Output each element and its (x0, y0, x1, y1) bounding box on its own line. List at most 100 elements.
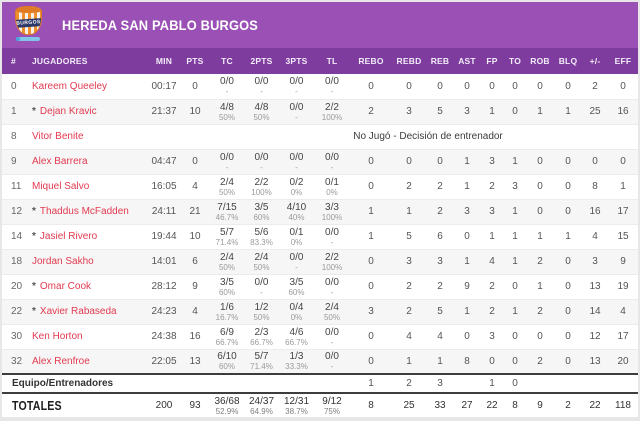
cell-pts: 10 (180, 99, 210, 125)
col-tl: TL (314, 48, 350, 74)
player-name-link[interactable]: Omar Cook (39, 281, 92, 292)
player-number: 12 (2, 199, 26, 225)
cell-rebo: 0 (350, 149, 392, 175)
cell-to: 0 (504, 349, 526, 375)
cell-pts: 0 (180, 149, 210, 175)
player-name-link[interactable]: Ken Horton (32, 331, 83, 342)
team-rob (526, 373, 554, 393)
player-name-link[interactable]: Alex Renfroe (32, 355, 90, 367)
player-name-cell: Alex Renfroe (26, 349, 148, 375)
cell-blq: 1 (554, 99, 582, 125)
summary-body: Equipo/Entrenadores 1 2 3 1 0 (2, 373, 638, 417)
totals-rob: 9 (526, 392, 554, 417)
player-name-link[interactable]: Dejan Kravic (39, 106, 97, 117)
cell-p2: 2/3 66.7% (244, 324, 279, 350)
cell-rebd: 0 (392, 149, 426, 175)
cell-eff: 15 (608, 224, 638, 250)
cell-ast: 9 (454, 274, 480, 300)
cell-pm: 25 (582, 99, 608, 125)
player-name-link[interactable]: Jordan Sakho (32, 256, 94, 267)
team-min (148, 373, 180, 393)
player-number: 1 (2, 99, 26, 125)
cell-reb: 1 (426, 349, 454, 375)
team-row-label: Equipo/Entrenadores (2, 373, 148, 393)
cell-ast: 1 (454, 174, 480, 200)
player-row: 12 * Thaddus McFadden 24:11 21 7/15 46.7% 3/5 60… (2, 199, 638, 225)
player-name-link[interactable]: Miquel Salvo (32, 181, 90, 192)
cell-rebd: 5 (392, 224, 426, 250)
cell-rob: 0 (526, 324, 554, 350)
cell-eff: 4 (608, 299, 638, 325)
player-name-link[interactable]: Xavier Rabaseda (39, 306, 117, 317)
cell-rebd: 1 (392, 349, 426, 375)
player-name-link[interactable]: Jasiel Rivero (39, 231, 98, 242)
player-name-cell: * Jasiel Rivero (26, 224, 148, 250)
cell-reb: 0 (426, 74, 454, 100)
starter-icon: * (32, 281, 36, 292)
cell-tc: 6/10 60% (210, 349, 244, 375)
cell-pts: 13 (180, 349, 210, 375)
player-name-cell: Alex Barrera (26, 149, 148, 175)
cell-fp: 1 (480, 224, 504, 250)
player-row: 8 Vitor Benite No Jugó - Decisión de entre… (2, 124, 638, 150)
cell-min: 24:11 (148, 199, 180, 225)
cell-pts: 4 (180, 299, 210, 325)
cell-ast: 0 (454, 74, 480, 100)
cell-tc: 5/7 71.4% (210, 224, 244, 250)
team-blq (554, 373, 582, 393)
cell-rob: 0 (526, 149, 554, 175)
cell-to: 0 (504, 324, 526, 350)
col-jugadores: JUGADORES (26, 48, 148, 74)
cell-rebo: 0 (350, 74, 392, 100)
cell-blq: 0 (554, 174, 582, 200)
cell-min: 24:38 (148, 324, 180, 350)
cell-rebo: 0 (350, 349, 392, 375)
col-rebd: REBD (392, 48, 426, 74)
player-name-link[interactable]: Kareem Queeley (32, 80, 108, 92)
cell-pts: 21 (180, 199, 210, 225)
team-tl (314, 373, 350, 393)
cell-fp: 0 (480, 349, 504, 375)
cell-rob: 0 (526, 199, 554, 225)
cell-ast: 1 (454, 249, 480, 275)
cell-tc: 7/15 46.7% (210, 199, 244, 225)
cell-blq: 1 (554, 224, 582, 250)
col-3pts: 3PTS (279, 48, 314, 74)
player-name-cell: * Thaddus McFadden (26, 199, 148, 225)
cell-rebo: 3 (350, 299, 392, 325)
cell-eff: 9 (608, 249, 638, 275)
shield-icon: BURGOS (14, 6, 42, 35)
cell-ast: 1 (454, 149, 480, 175)
cell-p3: 0/1 0% (279, 224, 314, 250)
cell-rebo: 0 (350, 249, 392, 275)
player-row: 1 * Dejan Kravic 21:37 10 4/8 50% 4/8 50% 0/0-2/2… (2, 99, 638, 125)
col-eff: EFF (608, 48, 638, 74)
cell-min: 14:01 (148, 249, 180, 275)
player-name-cell: Jordan Sakho (26, 249, 148, 275)
cell-rebd: 0 (392, 74, 426, 100)
cell-pts: 0 (180, 74, 210, 100)
totals-ast: 27 (454, 392, 480, 417)
cell-fp: 3 (480, 324, 504, 350)
player-name-link[interactable]: Vitor Benite (32, 131, 84, 142)
cell-fp: 2 (480, 174, 504, 200)
cell-tl: 3/3 100% (314, 199, 350, 225)
totals-to: 8 (504, 392, 526, 417)
cell-fp: 1 (480, 99, 504, 125)
totals-eff: 118 (608, 392, 638, 417)
player-number: 18 (2, 249, 26, 275)
cell-rebd: 3 (392, 249, 426, 275)
players-body: 0 Kareem Queeley 00:17 0 0/0-0/0-0/0-0/0-0 0 0… (2, 74, 638, 375)
logo-ribbon: BURGOS (15, 17, 41, 29)
player-row: 9 Alex Barrera 04:47 0 0/0-0/0-0/0-0/0-0 0 0 1 3… (2, 149, 638, 175)
player-name-link[interactable]: Alex Barrera (32, 156, 88, 167)
cell-min: 24:23 (148, 299, 180, 325)
starter-icon: * (32, 106, 36, 117)
player-name-link[interactable]: Thaddus McFadden (39, 206, 129, 217)
col-rebo: REBO (350, 48, 392, 74)
cell-rebd: 2 (392, 274, 426, 300)
box-score-table: # JUGADORES MIN PTS TC 2PTS 3PTS TL REBO REBD REB A… (2, 48, 638, 417)
cell-min: 22:05 (148, 349, 180, 375)
cell-p3: 0/4 0% (279, 299, 314, 325)
cell-rob: 2 (526, 249, 554, 275)
